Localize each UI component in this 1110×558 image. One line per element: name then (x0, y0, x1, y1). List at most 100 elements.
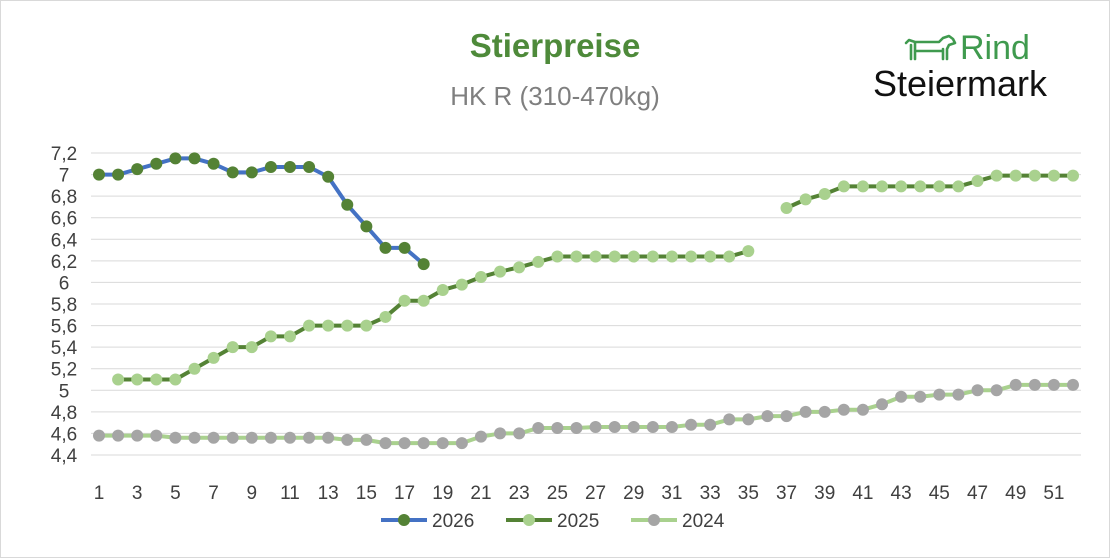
data-point (799, 405, 812, 418)
data-point (360, 433, 373, 446)
data-point (971, 175, 984, 188)
data-point (112, 429, 125, 442)
data-point (646, 250, 659, 263)
data-point (780, 202, 793, 215)
data-point (685, 418, 698, 431)
y-tick-label: 4,8 (51, 403, 77, 424)
data-point (551, 250, 564, 263)
data-point (532, 255, 545, 268)
data-point (226, 341, 239, 354)
data-point (608, 420, 621, 433)
data-point (379, 310, 392, 323)
x-tick-label: 37 (776, 483, 797, 504)
data-point (1028, 169, 1041, 182)
data-point (245, 166, 258, 179)
x-tick-label: 23 (509, 483, 530, 504)
data-point (933, 388, 946, 401)
legend-marker (523, 514, 535, 526)
x-tick-label: 13 (318, 483, 339, 504)
rind-steiermark-logo: Rind Steiermark (873, 27, 1047, 107)
x-tick-label: 43 (891, 483, 912, 504)
data-point (876, 398, 889, 411)
series-line (785, 173, 1073, 210)
data-point (532, 422, 545, 435)
y-tick-label: 5,4 (51, 338, 78, 359)
logo-rind-text: Rind (960, 29, 1030, 67)
legend-label: 2026 (432, 511, 474, 532)
data-point (341, 198, 354, 211)
data-point (188, 152, 201, 165)
data-point (837, 403, 850, 416)
data-point (169, 431, 182, 444)
data-point (303, 431, 316, 444)
data-point (379, 241, 392, 254)
x-tick-label: 19 (432, 483, 453, 504)
data-point (131, 429, 144, 442)
series-layer (93, 152, 1079, 450)
x-tick-label: 45 (929, 483, 950, 504)
x-tick-label: 15 (356, 483, 377, 504)
data-point (742, 245, 755, 258)
data-point (494, 427, 507, 440)
legend-item-2025: 2025 (506, 511, 599, 532)
y-tick-label: 7,2 (51, 144, 77, 165)
data-point (226, 431, 239, 444)
series-line (99, 382, 1073, 446)
data-point (245, 431, 258, 444)
x-tick-label: 31 (661, 483, 682, 504)
data-point (150, 157, 163, 170)
x-tick-label: 5 (170, 483, 181, 504)
data-point (494, 265, 507, 278)
data-point (455, 437, 468, 450)
logo-steiermark-text: Steiermark (873, 63, 1048, 104)
series-2024 (93, 378, 1079, 450)
data-point (474, 430, 487, 443)
data-point (1047, 378, 1060, 391)
data-point (856, 180, 869, 193)
data-point (665, 420, 678, 433)
y-tick-label: 6 (59, 273, 70, 294)
data-point (264, 330, 277, 343)
data-point (112, 168, 125, 181)
legend-marker (398, 514, 410, 526)
x-tick-label: 17 (394, 483, 415, 504)
data-point (856, 403, 869, 416)
data-point (169, 373, 182, 386)
data-point (303, 161, 316, 174)
data-point (322, 170, 335, 183)
data-point (207, 351, 220, 364)
data-point (799, 193, 812, 206)
data-point (112, 373, 125, 386)
data-point (646, 420, 659, 433)
data-point (990, 169, 1003, 182)
y-tick-label: 7 (59, 166, 70, 187)
data-point (264, 161, 277, 174)
data-point (704, 250, 717, 263)
data-point (589, 250, 602, 263)
data-point (474, 271, 487, 284)
data-point (1028, 378, 1041, 391)
data-point (283, 431, 296, 444)
chart-title: Stierpreise (469, 27, 641, 64)
series-2026 (93, 152, 430, 271)
legend-item-2024: 2024 (631, 511, 725, 532)
data-point (1009, 169, 1022, 182)
data-point (971, 384, 984, 397)
data-point (608, 250, 621, 263)
data-point (322, 319, 335, 332)
data-point (150, 429, 163, 442)
x-tick-label: 1 (94, 483, 105, 504)
data-point (93, 429, 105, 442)
x-tick-label: 47 (967, 483, 988, 504)
data-point (188, 362, 201, 375)
data-point (876, 180, 889, 193)
data-point (283, 330, 296, 343)
data-point (360, 220, 373, 233)
x-tick-label: 7 (208, 483, 219, 504)
cow-icon (904, 34, 957, 61)
data-point (627, 420, 640, 433)
data-point (245, 341, 258, 354)
y-tick-label: 6,2 (51, 252, 77, 273)
series-line (118, 249, 749, 382)
